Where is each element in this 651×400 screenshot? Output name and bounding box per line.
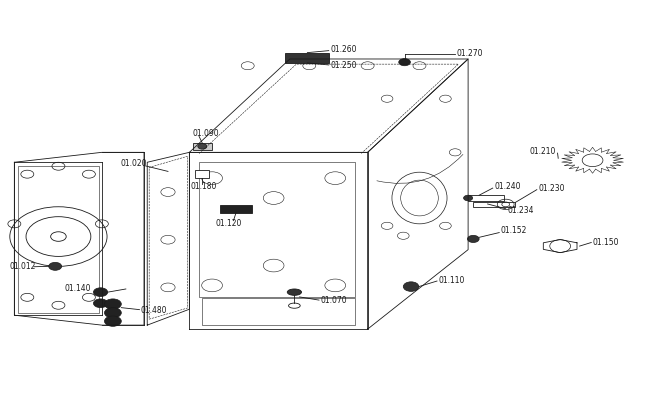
Circle shape [403, 282, 419, 291]
Circle shape [399, 58, 410, 66]
Bar [468, 195, 504, 201]
Bar [221, 205, 251, 213]
Bar [285, 53, 329, 63]
Bar [199, 162, 355, 297]
Text: 01.150: 01.150 [592, 238, 619, 247]
Bar [202, 298, 355, 325]
Bar [193, 143, 212, 150]
Text: 01.120: 01.120 [215, 218, 242, 228]
Text: 01.234: 01.234 [507, 206, 534, 215]
Text: 01.090: 01.090 [193, 129, 219, 138]
Circle shape [94, 299, 107, 308]
Text: 01.140: 01.140 [65, 284, 91, 294]
Text: 01.020: 01.020 [120, 159, 146, 168]
Circle shape [104, 308, 121, 318]
Bar [18, 166, 98, 313]
Text: 01.210: 01.210 [530, 147, 556, 156]
FancyArrowPatch shape [377, 154, 463, 183]
Text: 01.250: 01.250 [330, 61, 357, 70]
Text: 01.180: 01.180 [191, 182, 217, 191]
Bar [473, 202, 516, 207]
Circle shape [49, 262, 62, 270]
Text: 01.110: 01.110 [438, 276, 465, 285]
Circle shape [94, 288, 107, 296]
Text: 01.230: 01.230 [538, 184, 564, 192]
Text: 01.152: 01.152 [501, 226, 527, 236]
Text: 01.270: 01.270 [456, 49, 483, 58]
Circle shape [467, 235, 479, 242]
Text: 01.012: 01.012 [10, 262, 36, 271]
Text: 01.070: 01.070 [320, 296, 347, 305]
Text: 01.260: 01.260 [330, 45, 357, 54]
Text: 01.240: 01.240 [494, 182, 521, 191]
Text: 01.480: 01.480 [141, 306, 167, 315]
Bar [195, 170, 209, 178]
Ellipse shape [287, 289, 301, 295]
Ellipse shape [288, 303, 300, 308]
Circle shape [198, 144, 207, 149]
Circle shape [464, 195, 473, 201]
Circle shape [104, 316, 121, 326]
Circle shape [104, 299, 121, 309]
